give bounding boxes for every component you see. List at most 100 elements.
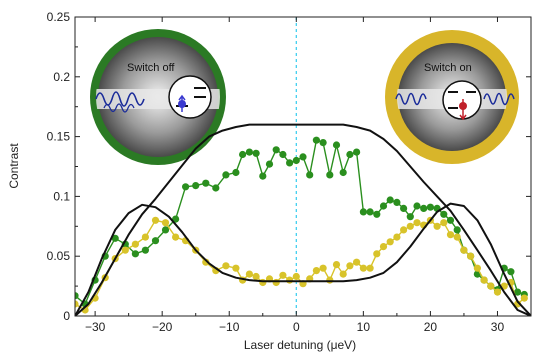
y-tick-label: 0 — [63, 309, 70, 323]
data-point — [131, 240, 139, 248]
data-point — [446, 216, 455, 224]
data-point — [202, 258, 210, 266]
x-axis-label: Laser detuning (μeV) — [244, 338, 356, 352]
x-tick-label: −30 — [85, 320, 106, 334]
series-3 — [75, 202, 531, 316]
data-point — [406, 213, 414, 221]
data-point — [453, 233, 461, 241]
data-point — [121, 246, 129, 254]
data-point — [232, 264, 240, 272]
y-tick-label: 0.1 — [53, 189, 70, 203]
data-point — [131, 250, 139, 258]
data-point — [379, 202, 388, 210]
data-point — [440, 210, 448, 218]
x-tick-label: −10 — [219, 320, 240, 334]
data-point — [202, 179, 210, 187]
data-point — [312, 136, 320, 144]
data-point — [373, 210, 381, 218]
quantum-dot-icon — [168, 75, 212, 119]
data-point — [75, 300, 79, 308]
data-point — [406, 222, 414, 230]
transmitted-photon-icon — [483, 92, 515, 106]
series-layer — [75, 123, 531, 316]
data-point — [413, 202, 421, 210]
data-point — [346, 150, 354, 159]
data-point — [332, 261, 341, 269]
data-point — [520, 294, 528, 302]
data-point — [339, 270, 347, 278]
data-point — [346, 262, 354, 270]
y-tick-label: 0.05 — [47, 249, 71, 263]
spin-arrow-icon — [178, 94, 186, 112]
data-point — [440, 219, 448, 227]
data-point — [111, 234, 119, 242]
x-tick-label: −20 — [152, 320, 173, 334]
data-point — [319, 264, 327, 272]
data-point — [272, 146, 280, 154]
data-point — [359, 208, 367, 216]
data-point — [279, 150, 287, 159]
data-point — [359, 264, 367, 272]
data-point — [245, 148, 253, 156]
data-point — [400, 204, 408, 212]
data-point — [259, 172, 267, 180]
switch-on-label: Switch on — [424, 62, 472, 74]
quantum-dot-icon — [442, 80, 482, 120]
data-point — [232, 168, 240, 177]
y-tick-label: 0.25 — [47, 10, 71, 24]
series-line — [75, 202, 531, 316]
x-tick-label: 0 — [293, 320, 300, 334]
y-axis-label: Contrast — [7, 143, 21, 189]
switch-off-label: Switch off — [127, 62, 175, 74]
data-point — [373, 250, 381, 258]
data-point — [161, 219, 170, 227]
reflected-photon-icon — [103, 103, 135, 113]
data-point — [286, 276, 294, 284]
x-tick-label: 20 — [424, 320, 438, 334]
data-point — [306, 171, 314, 179]
data-point — [400, 226, 408, 234]
data-point — [393, 233, 401, 241]
data-point — [252, 272, 260, 281]
data-point — [379, 243, 388, 251]
y-tick-label: 0.15 — [47, 130, 71, 144]
data-point — [326, 171, 334, 179]
data-point — [161, 226, 170, 234]
data-point — [192, 182, 200, 190]
series-2 — [75, 123, 531, 316]
data-point — [292, 156, 300, 165]
data-point — [460, 246, 468, 254]
data-point — [393, 198, 401, 206]
x-tick-label: 30 — [491, 320, 505, 334]
data-point — [212, 184, 220, 192]
data-point — [446, 231, 455, 239]
data-point — [172, 233, 180, 241]
data-point — [75, 292, 79, 300]
series-line — [75, 123, 531, 316]
data-point — [265, 160, 274, 168]
data-point — [420, 204, 428, 212]
data-point — [332, 141, 341, 149]
data-point — [239, 150, 247, 159]
data-point — [473, 264, 481, 272]
data-point — [386, 238, 394, 246]
data-point — [493, 288, 502, 296]
data-point — [292, 272, 300, 281]
data-point — [141, 233, 149, 241]
data-point — [467, 252, 475, 260]
data-point — [222, 171, 230, 179]
data-point — [453, 226, 461, 234]
data-point — [286, 159, 294, 167]
data-point — [252, 149, 260, 157]
data-point — [507, 268, 515, 276]
data-point — [426, 203, 434, 211]
data-point — [222, 262, 230, 270]
switch-off-inset: Switch off — [90, 29, 226, 165]
data-point — [353, 148, 361, 156]
incoming-photon-icon — [395, 92, 427, 106]
spin-arrow-icon — [459, 99, 467, 121]
data-point — [151, 237, 160, 245]
data-point — [366, 208, 374, 216]
data-point — [259, 278, 267, 287]
data-point — [433, 222, 441, 230]
